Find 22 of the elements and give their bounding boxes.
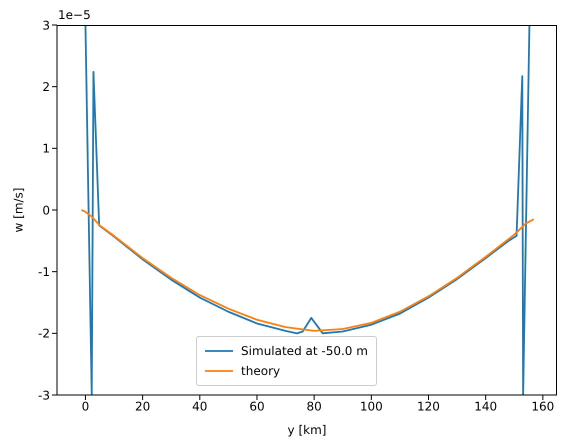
- y-tick-label: -3: [38, 388, 50, 402]
- x-tick-label: 60: [249, 400, 265, 414]
- x-axis-title: y [km]: [288, 423, 326, 437]
- x-tick-label: 160: [531, 400, 554, 414]
- y-tick-label: 1: [42, 142, 50, 156]
- y-tick-label: 0: [42, 203, 50, 218]
- y-tick-label: 2: [42, 80, 50, 94]
- line-series: [80, 209, 535, 332]
- legend-label: Simulated at -50.0 m: [241, 344, 368, 358]
- x-tick-label: 80: [306, 400, 322, 414]
- y-axis-title: w [m/s]: [11, 188, 26, 232]
- x-tick-label: 0: [82, 400, 90, 414]
- x-tick-label: 120: [417, 400, 440, 414]
- y-tick-label: 3: [42, 18, 50, 32]
- x-tick-label: 20: [134, 400, 150, 414]
- x-tick-label: 140: [474, 400, 498, 414]
- x-tick-label: 100: [360, 400, 383, 414]
- y-tick-label: -2: [38, 326, 50, 341]
- y-tick-label: -1: [38, 264, 50, 279]
- x-tick-label: 40: [192, 400, 208, 414]
- legend-label: theory: [241, 364, 280, 378]
- text: 1e−5: [58, 8, 91, 22]
